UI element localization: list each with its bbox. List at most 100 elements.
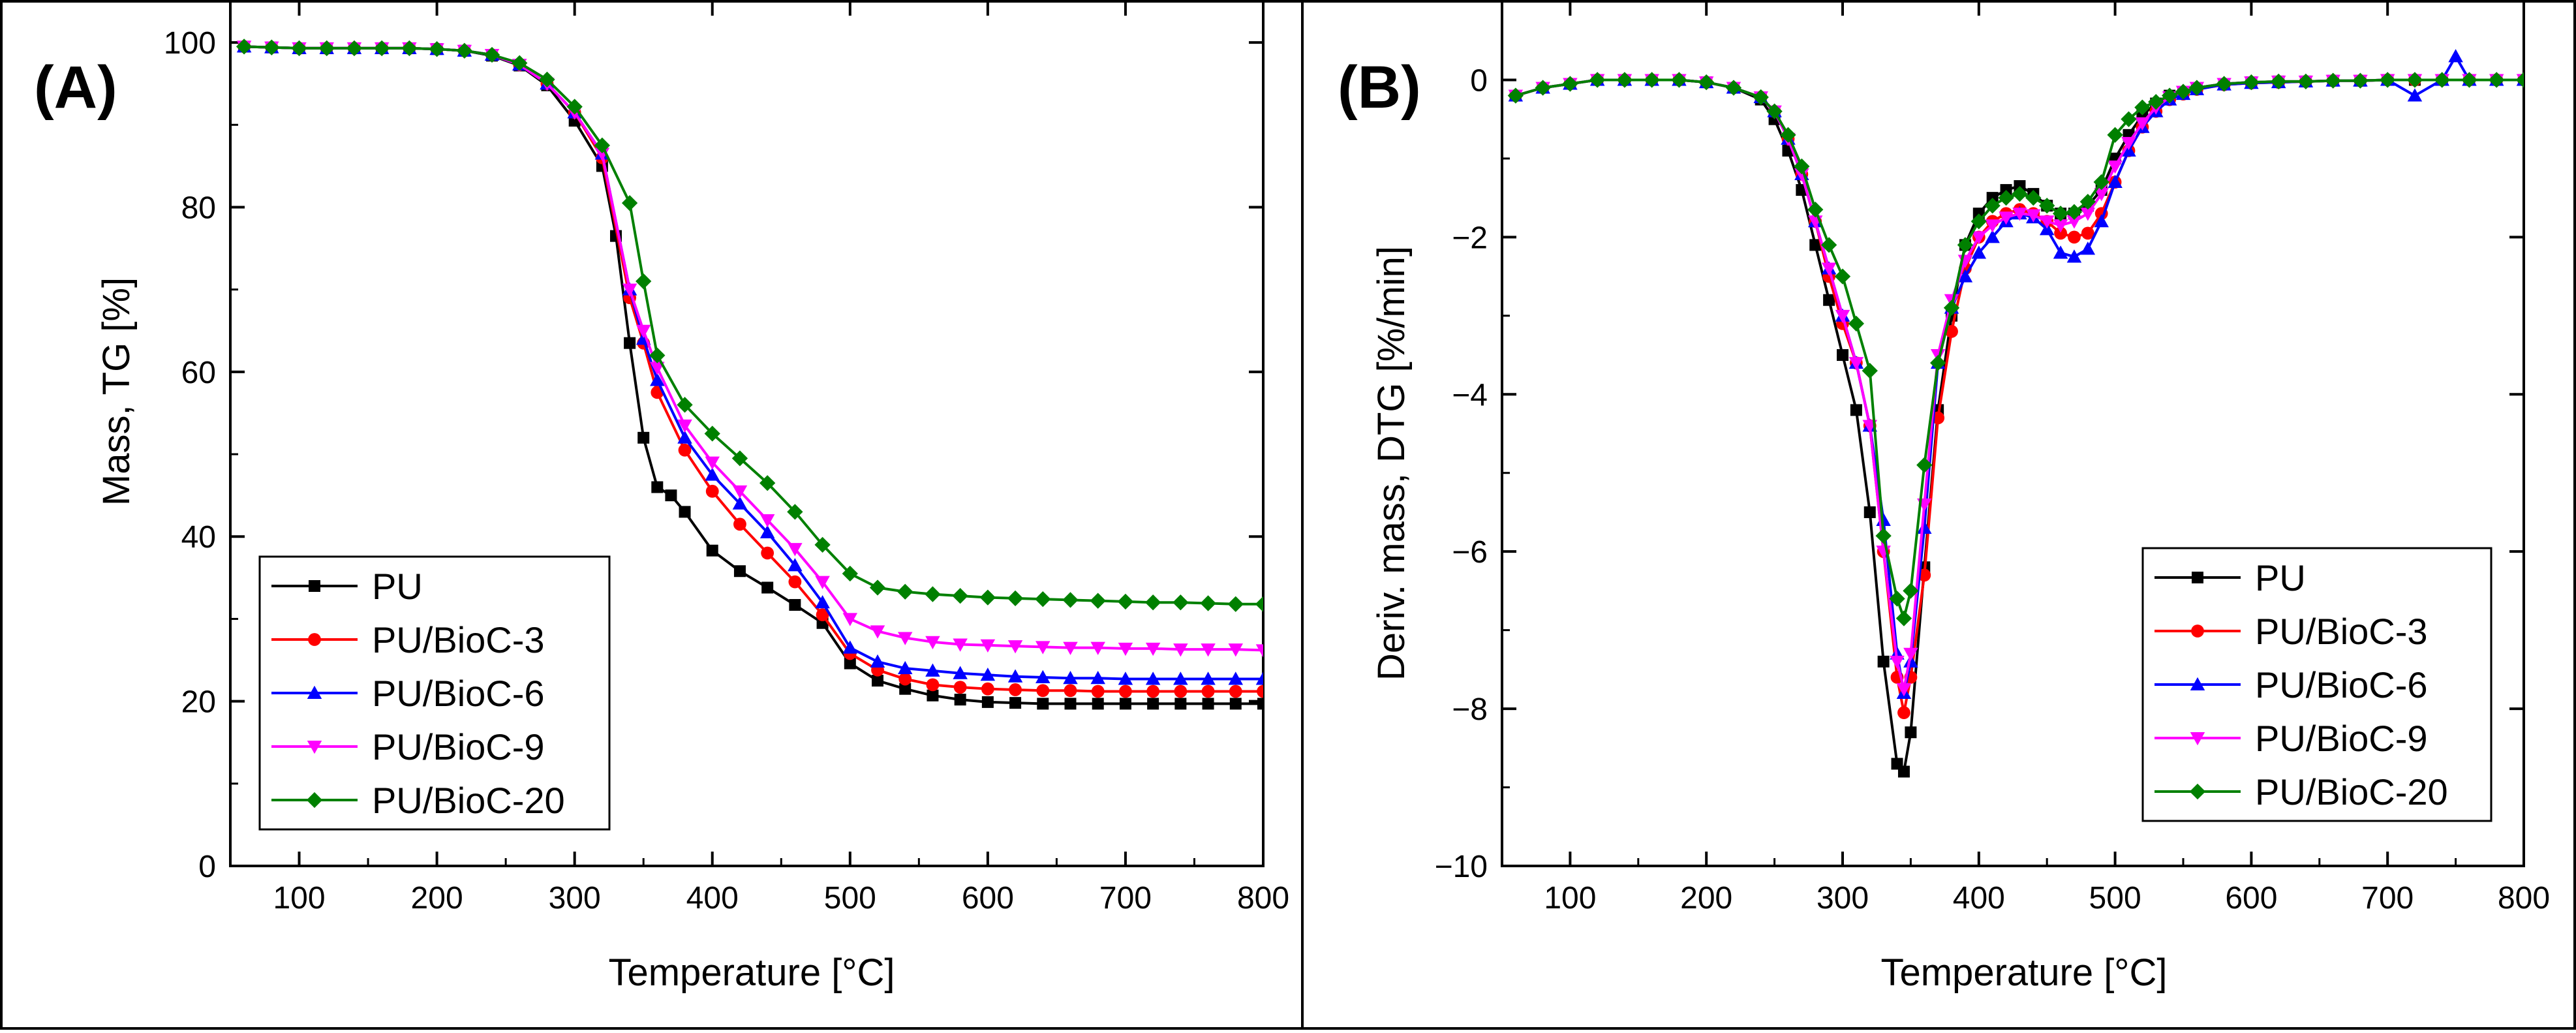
data-point-pu-bioc-20-b [2297, 73, 2314, 90]
data-point-pu-bioc-20-b [2079, 194, 2096, 210]
data-point-pu-a [927, 689, 939, 702]
data-point-pu-bioc-20-b [2380, 72, 2396, 88]
data-point-pu-bioc-20-b [1895, 610, 1912, 626]
data-point-pu-bioc-20-b [1916, 457, 1933, 473]
data-point-pu-bioc-20-b [2052, 206, 2069, 222]
data-point-pu-bioc-20-a [1062, 592, 1079, 608]
data-point-pu-bioc-6-a [1063, 671, 1078, 685]
data-point-pu-bioc-20-a [869, 579, 886, 596]
data-point-pu-bioc-20-b [1862, 362, 1878, 379]
data-point-pu-bioc-20-a [1090, 593, 1106, 609]
data-point-pu-bioc-20-a [1144, 594, 1161, 611]
data-point-pu-b [1809, 239, 1822, 251]
data-point-pu-bioc-3-a [926, 678, 940, 692]
legend-marker-pu-a [309, 580, 320, 592]
data-point-pu-bioc-9-b [1890, 655, 1905, 670]
data-point-pu-bioc-20-a [897, 583, 913, 600]
y-tick-label-b: 0 [1470, 63, 1488, 98]
data-point-pu-bioc-3-a [1064, 684, 1077, 698]
data-point-pu-bioc-20-a [291, 40, 307, 57]
data-point-pu-bioc-9-a [732, 485, 748, 499]
data-point-pu-bioc-20-a [677, 397, 693, 413]
data-point-pu-bioc-20-a [1007, 590, 1024, 607]
data-point-pu-bioc-6-a [815, 594, 830, 609]
x-tick-label-a: 800 [1237, 881, 1289, 916]
data-point-pu-bioc-20-b [1875, 527, 1892, 544]
data-point-pu-bioc-6-a [1255, 671, 1263, 685]
data-point-pu-a [761, 581, 774, 594]
x-tick-label-b: 200 [1680, 881, 1732, 916]
data-point-pu-bioc-3-a [1091, 685, 1105, 698]
x-tick-label-a: 500 [824, 881, 876, 916]
data-point-pu-bioc-20-a [318, 40, 335, 57]
data-point-pu-bioc-20-b [2515, 72, 2524, 88]
data-point-pu-a [679, 506, 691, 518]
series-group-a [236, 39, 1263, 710]
data-point-pu-bioc-9-b [1835, 309, 1850, 324]
data-point-pu-b [1863, 506, 1876, 518]
y-tick-label-a: 60 [181, 356, 216, 390]
data-point-pu-bioc-6-b [1971, 245, 1987, 259]
data-point-pu-bioc-20-b [1589, 72, 1606, 88]
series-group-b [1507, 49, 2524, 778]
legend-marker-pu-bioc-9-a [307, 741, 322, 754]
data-point-pu-bioc-9-a [650, 362, 665, 375]
legend-label-pu-bioc-6-a: PU/BioC-6 [372, 673, 545, 714]
data-point-pu-bioc-20-a [979, 589, 996, 606]
data-point-pu-a [844, 657, 856, 670]
data-point-pu-a [637, 431, 650, 444]
data-point-pu-bioc-20-b [1780, 127, 1796, 143]
data-point-pu-bioc-20-b [1644, 72, 1660, 88]
data-point-pu-b [1897, 765, 1910, 778]
data-point-pu-bioc-20-b [1930, 354, 1946, 371]
x-tick-label-b: 500 [2089, 881, 2141, 916]
data-point-pu-bioc-20-a [621, 195, 638, 211]
data-point-pu-bioc-20-b [2175, 84, 2192, 100]
data-point-pu-a [665, 489, 677, 502]
x-tick-label-a: 300 [549, 881, 601, 916]
data-point-pu-bioc-9-b [2094, 188, 2109, 202]
y-tick-label-b: −10 [1435, 850, 1488, 884]
data-point-pu-bioc-20-a [814, 536, 831, 553]
data-point-pu-bioc-6-b [2053, 245, 2068, 259]
data-point-pu-bioc-20-a [1035, 591, 1051, 608]
data-point-pu-bioc-20-b [1957, 237, 1974, 253]
data-point-pu-bioc-3-a [1146, 685, 1160, 698]
data-point-pu-a [1147, 698, 1159, 710]
data-point-pu-bioc-20-a [566, 99, 583, 115]
data-point-pu-bioc-6-a [1145, 671, 1161, 685]
data-point-pu-a [1257, 698, 1263, 710]
data-point-pu-bioc-3-b [2054, 226, 2067, 240]
data-point-pu-bioc-9-b [1999, 211, 2014, 225]
data-point-pu-bioc-9-a [759, 514, 775, 528]
data-point-pu-a [733, 565, 746, 578]
data-point-pu-bioc-6-a [1090, 671, 1105, 685]
data-point-pu-bioc-20-b [1507, 87, 1524, 104]
data-point-pu-bioc-20-b [2188, 80, 2205, 96]
data-point-pu-bioc-9-b [2121, 136, 2136, 151]
data-point-pu-bioc-20-b [2489, 72, 2505, 88]
data-point-pu-bioc-3-a [678, 443, 692, 457]
y-axis-title-b: Deriv. mass, DTG [%/min] [1370, 246, 1413, 681]
data-point-pu-bioc-9-b [2053, 219, 2068, 233]
data-point-pu-bioc-20-b [1848, 315, 1865, 332]
data-point-pu-bioc-20-b [2434, 72, 2450, 88]
data-point-pu-bioc-20-b [1794, 158, 1810, 175]
data-point-pu-bioc-20-b [1834, 268, 1851, 285]
data-point-pu-bioc-20-a [1227, 596, 1244, 612]
data-point-pu-bioc-9-a [705, 456, 720, 470]
data-point-pu-bioc-6-b [2094, 214, 2109, 228]
data-point-pu-bioc-20-b [2134, 99, 2151, 116]
data-point-pu-a [1037, 698, 1049, 710]
x-axis-title-b: Temperature [°C] [1880, 951, 2167, 994]
data-point-pu-bioc-3-b [2081, 226, 2094, 240]
data-point-pu-bioc-20-b [2161, 87, 2178, 104]
data-point-pu-bioc-3-b [1945, 325, 1958, 338]
data-point-pu-bioc-3-a [705, 484, 719, 498]
data-point-pu-bioc-6-a [842, 640, 858, 654]
data-point-pu-bioc-20-b [2461, 72, 2477, 88]
x-tick-label-b: 100 [1544, 881, 1596, 916]
data-point-pu-a [1092, 698, 1104, 710]
